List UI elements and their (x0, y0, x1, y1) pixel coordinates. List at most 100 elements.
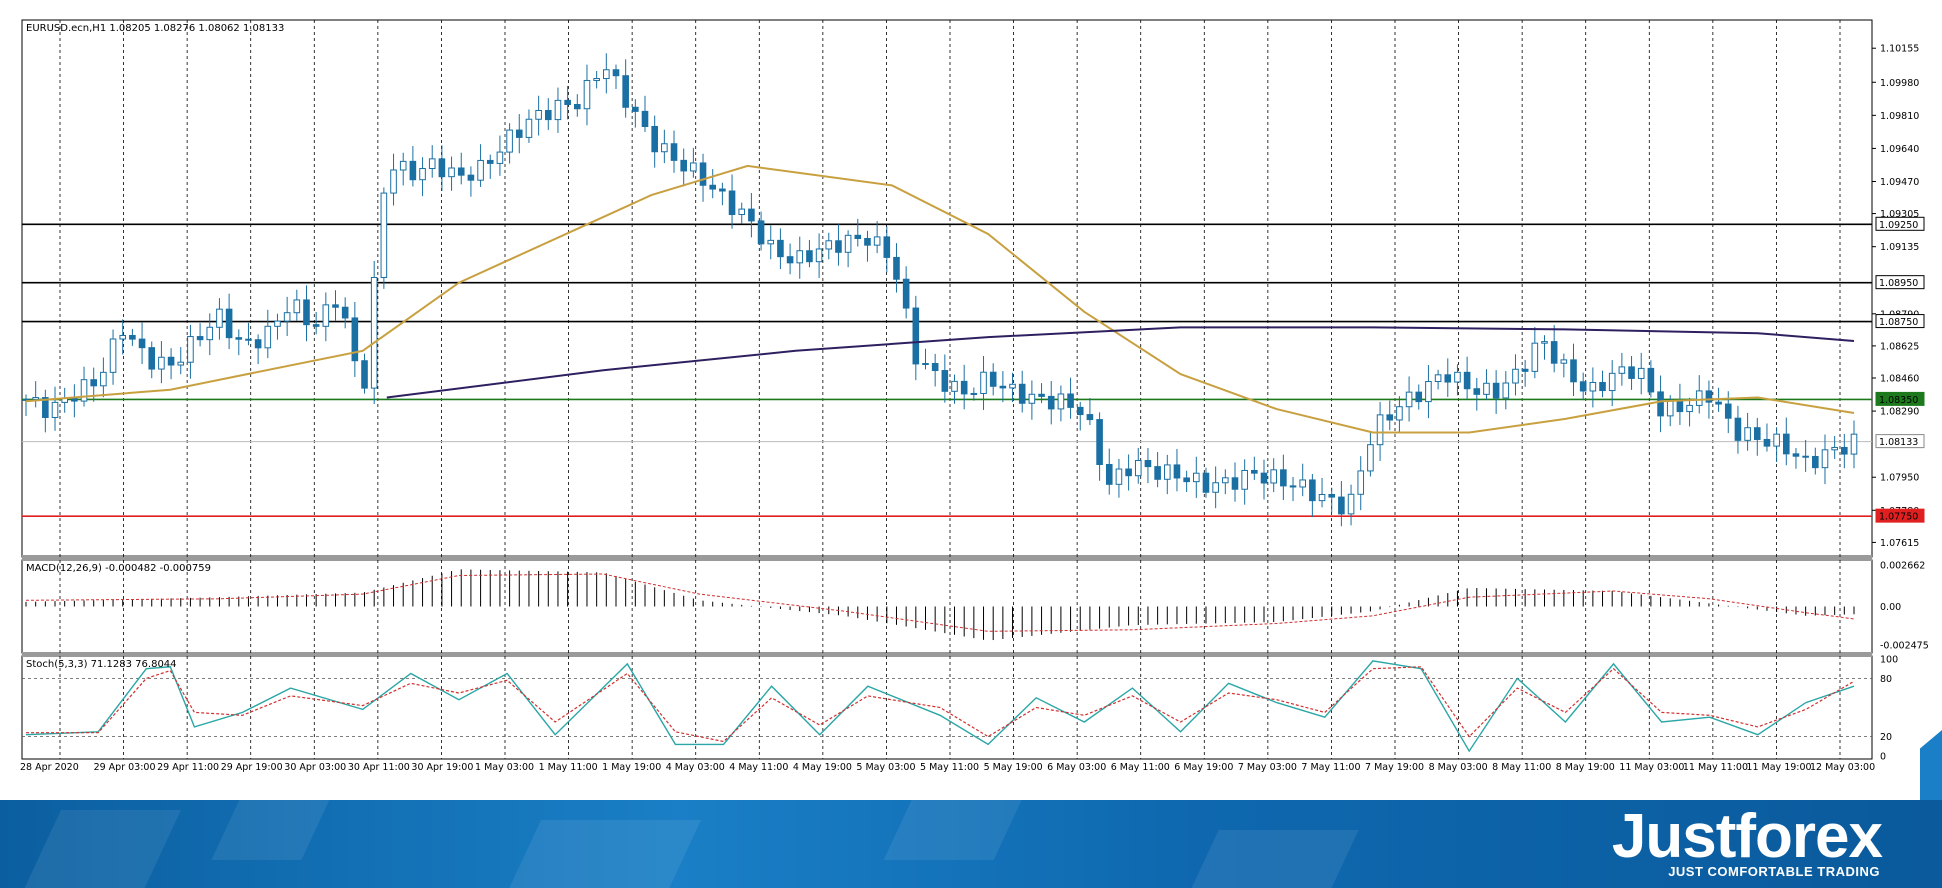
x-tick-label: 8 May 11:00 (1492, 762, 1551, 773)
candle-body (1454, 371, 1461, 383)
x-tick-label: 6 May 11:00 (1111, 762, 1170, 773)
candle-body (196, 336, 204, 341)
candle-body (1057, 393, 1065, 410)
symbol-header: EURUSD.ecn,H1 1.08205 1.08276 1.08062 1.… (26, 23, 284, 34)
candle-body (1637, 367, 1645, 379)
candle-body (690, 162, 697, 172)
x-tick-label: 12 May 03:00 (1810, 762, 1875, 773)
candle-body (1115, 468, 1123, 485)
candle-body (1753, 427, 1761, 440)
candle-body (399, 160, 407, 171)
candle-body (622, 75, 629, 108)
panel-separator[interactable] (22, 555, 1872, 561)
x-tick-label: 6 May 03:00 (1047, 762, 1106, 773)
candle-body (651, 125, 658, 153)
footer-shape (1181, 830, 1359, 888)
candle-body (1715, 401, 1722, 405)
x-tick-label: 8 May 03:00 (1429, 762, 1488, 773)
candle-body (90, 379, 98, 387)
candle-body (457, 167, 465, 176)
candle-body (661, 143, 668, 153)
candle-body (1009, 383, 1016, 389)
candle-body (1492, 382, 1500, 399)
candle-body (757, 220, 765, 245)
candle-body (341, 306, 349, 319)
x-tick-label: 5 May 11:00 (920, 762, 979, 773)
macd-histogram (25, 569, 1855, 641)
price-level-label: 1.08750 (1879, 317, 1918, 328)
candle-body (1076, 406, 1084, 416)
candle-body (1193, 472, 1200, 483)
x-tick-label: 7 May 03:00 (1238, 762, 1297, 773)
candle-body (1531, 342, 1539, 372)
price-level-label: 1.09250 (1879, 220, 1918, 231)
candle-body (835, 240, 842, 253)
candle-body (1541, 341, 1548, 344)
candle-body (1405, 391, 1413, 408)
candle-body (1841, 446, 1848, 455)
panel-separator[interactable] (22, 652, 1872, 657)
candle-body (1744, 427, 1751, 441)
candle-body (748, 208, 755, 222)
candle-body (1222, 477, 1229, 484)
candle-body (1657, 391, 1664, 417)
y-tick-label: 1.07615 (1880, 538, 1919, 549)
candle-body (187, 336, 194, 363)
y-tick-label: 1.08290 (1880, 407, 1919, 418)
candle-body (593, 78, 600, 81)
candle-body (603, 69, 610, 80)
y-tick-label: 1.09135 (1880, 242, 1919, 253)
candle-body (699, 162, 707, 186)
candle-body (515, 129, 523, 138)
y-tick-label: 1.09470 (1880, 177, 1919, 188)
stoch-tick-label: 0 (1880, 752, 1886, 763)
footer-shape (883, 800, 1027, 860)
macd-tick-label: -0.002475 (1880, 640, 1929, 651)
candle-body (1782, 433, 1790, 455)
candle-body (477, 159, 484, 181)
macd-axis: 0.002662 0.00 -0.002475 (1880, 561, 1929, 652)
x-tick-label: 5 May 03:00 (856, 762, 915, 773)
candle-body (1628, 366, 1635, 379)
candle-body (1850, 433, 1858, 455)
candle-body (1579, 381, 1587, 392)
candle-body (1570, 359, 1577, 383)
moving-average-slow (386, 326, 1855, 399)
candle-body (1821, 449, 1829, 469)
candle-body (322, 304, 330, 327)
candle-body (119, 334, 127, 340)
candle-body (941, 370, 949, 392)
price-level-tag (1875, 275, 1925, 290)
x-tick-label: 28 Apr 2020 (20, 762, 79, 773)
x-tick-label: 29 Apr 11:00 (157, 762, 219, 773)
price-tags: 1.09250 1.08950 1.08750 1.08350 1.07750 1.081… (1875, 216, 1925, 523)
x-tick-label: 11 May 03:00 (1619, 762, 1684, 773)
candle-body (1773, 433, 1780, 447)
candle-body (1734, 417, 1742, 441)
candle-body (1473, 388, 1481, 395)
x-tick-label: 7 May 19:00 (1365, 762, 1424, 773)
candle-body (71, 397, 78, 402)
candle-body (264, 325, 272, 349)
footer-shape (211, 800, 339, 860)
stoch-axis: 100 80 20 0 (1880, 655, 1898, 763)
candle-body (1144, 460, 1152, 468)
candle-body (922, 363, 929, 366)
candle-body (1183, 477, 1190, 483)
candle-body (177, 361, 185, 366)
candle-body (438, 158, 446, 178)
x-tick-label: 11 May 19:00 (1746, 762, 1811, 773)
candle-body (148, 347, 156, 370)
candle-body (274, 320, 281, 327)
price-level-label: 1.08350 (1879, 395, 1918, 406)
candle-body (632, 106, 639, 112)
stoch-panel (21, 655, 1873, 760)
x-tick-label: 11 May 11:00 (1683, 762, 1748, 773)
candle-body (1067, 393, 1074, 408)
price-level-label: 1.07750 (1879, 512, 1918, 523)
candle-body (138, 338, 146, 349)
candle-body (815, 248, 823, 263)
candle-body (1792, 453, 1800, 457)
macd-tick-label: 0.002662 (1880, 561, 1925, 572)
macd-signal-line (25, 573, 1855, 632)
